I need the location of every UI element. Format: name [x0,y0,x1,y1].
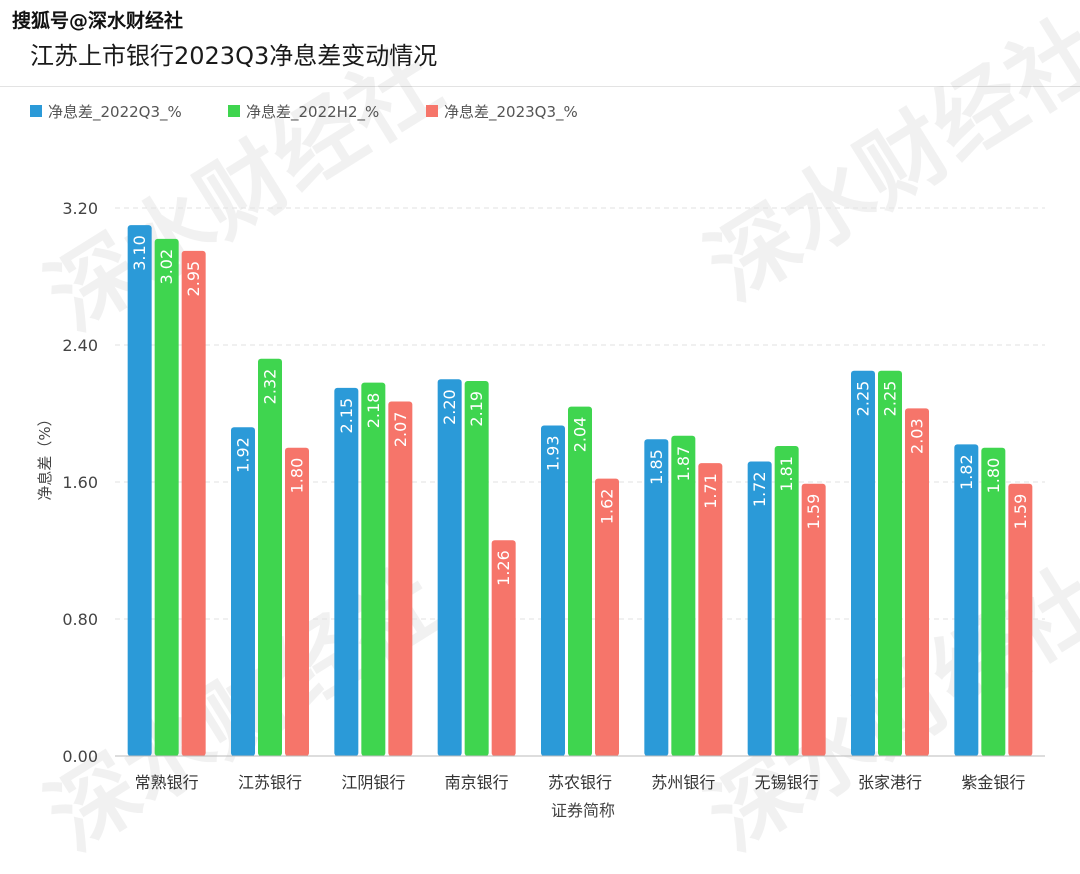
x-tick-label: 苏州银行 [651,773,715,792]
bar [595,478,619,756]
bar [285,447,309,756]
bar-value-label: 1.82 [957,454,976,490]
source-tag: 搜狐号@深水财经社 [12,10,184,32]
bar-value-label: 1.59 [804,494,823,530]
bar [801,483,826,756]
bar [905,408,929,756]
legend-label: 净息差_2022Q3_% [48,103,182,122]
y-tick-label: 0.80 [62,610,98,629]
bar [954,444,979,756]
bar [258,358,282,756]
bar [878,370,902,756]
bar-value-label: 1.80 [288,458,307,494]
bar-value-label: 1.26 [494,550,513,586]
y-axis: 0.00 0.80 1.60 2.40 3.20 [62,199,98,766]
bar [671,435,696,756]
x-axis: 常熟银行 江苏银行 江阴银行 南京银行 苏农银行 苏州银行 无锡银行 张家港行 紫金银行 [115,755,1045,792]
bar [541,425,565,756]
bar-value-label: 1.72 [750,471,769,507]
bar-value-label: 1.80 [984,458,1003,494]
bar [127,225,152,756]
bar [568,406,592,756]
bar-value-label: 1.92 [234,437,253,473]
bar [698,463,723,756]
y-tick-label: 1.60 [62,473,98,492]
x-tick-label: 张家港行 [858,773,922,792]
x-tick-label: 江阴银行 [341,773,405,792]
bar-value-label: 1.62 [598,489,617,525]
bar-value-label: 2.25 [854,381,873,417]
bar-value-label: 2.19 [467,391,486,427]
bar [334,387,359,756]
bar-value-label: 2.07 [391,412,410,448]
bar [464,380,489,756]
bar-value-label: 2.32 [261,369,280,405]
legend-swatch [426,105,438,117]
bar-value-label: 1.59 [1011,494,1030,530]
bar [747,461,772,756]
bar [361,382,386,756]
legend-label: 净息差_2022H2_% [246,103,379,122]
bar [181,250,206,756]
bars: 3.10 3.02 2.95 1.92 2.32 1.80 2.15 2.18 2.07 2.20… [127,225,1033,756]
bar-chart: 净息差_2022Q3_% 净息差_2022H2_% 净息差_2023Q3_% 0.0… [30,103,1045,820]
x-tick-label: 苏农银行 [548,773,612,792]
bar-value-label: 1.93 [544,435,563,471]
bar-value-label: 1.71 [701,473,720,509]
bar-value-label: 2.20 [440,389,459,425]
bar [1008,483,1033,756]
bar-value-label: 2.04 [571,417,590,453]
x-tick-label: 江苏银行 [238,773,302,792]
bar [154,238,179,756]
bar [644,439,669,756]
bar [981,447,1006,756]
x-tick-label: 南京银行 [445,773,509,792]
bar-value-label: 2.95 [184,261,203,297]
x-tick-label: 紫金银行 [961,773,1025,792]
legend-swatch [30,105,42,117]
bar [774,446,799,756]
chart-title: 江苏上市银行2023Q3净息差变动情况 [30,42,438,70]
x-tick-label: 无锡银行 [755,773,819,792]
y-tick-label: 0.00 [62,747,98,766]
legend: 净息差_2022Q3_% 净息差_2022H2_% 净息差_2023Q3_% [30,103,578,122]
bar-value-label: 1.81 [777,456,796,492]
bar [851,370,875,756]
x-tick-label: 常熟银行 [135,773,199,792]
bar-value-label: 1.85 [647,449,666,485]
bar-value-label: 2.15 [337,398,356,434]
bar-value-label: 3.10 [130,235,149,271]
bar-value-label: 3.02 [157,249,176,285]
bar-value-label: 2.03 [908,418,927,454]
bar-value-label: 2.25 [881,381,900,417]
bar [388,401,413,756]
legend-swatch [228,105,240,117]
legend-label: 净息差_2023Q3_% [444,103,578,122]
y-tick-label: 2.40 [62,336,98,355]
y-axis-label: 净息差（%） [36,411,54,500]
bar [437,379,462,756]
bar-value-label: 2.18 [364,393,383,429]
bar [231,427,255,756]
x-axis-label: 证券简称 [551,801,615,820]
bar [491,540,516,756]
title-divider [0,86,1080,87]
bar-value-label: 1.87 [674,446,693,482]
y-tick-label: 3.20 [62,199,98,218]
